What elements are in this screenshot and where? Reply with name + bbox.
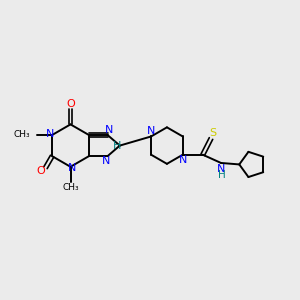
Text: N: N [46, 129, 54, 139]
Text: O: O [37, 166, 46, 176]
Text: N: N [178, 155, 187, 165]
Text: CH₃: CH₃ [62, 184, 79, 193]
Text: H: H [218, 170, 226, 180]
Text: N: N [104, 125, 113, 135]
Text: H: H [113, 141, 121, 151]
Text: O: O [66, 99, 75, 109]
Text: N: N [68, 163, 76, 173]
Text: CH₃: CH₃ [14, 130, 30, 140]
Text: N: N [147, 126, 155, 136]
Text: S: S [209, 128, 216, 138]
Text: N: N [217, 164, 225, 174]
Text: N: N [102, 156, 110, 166]
